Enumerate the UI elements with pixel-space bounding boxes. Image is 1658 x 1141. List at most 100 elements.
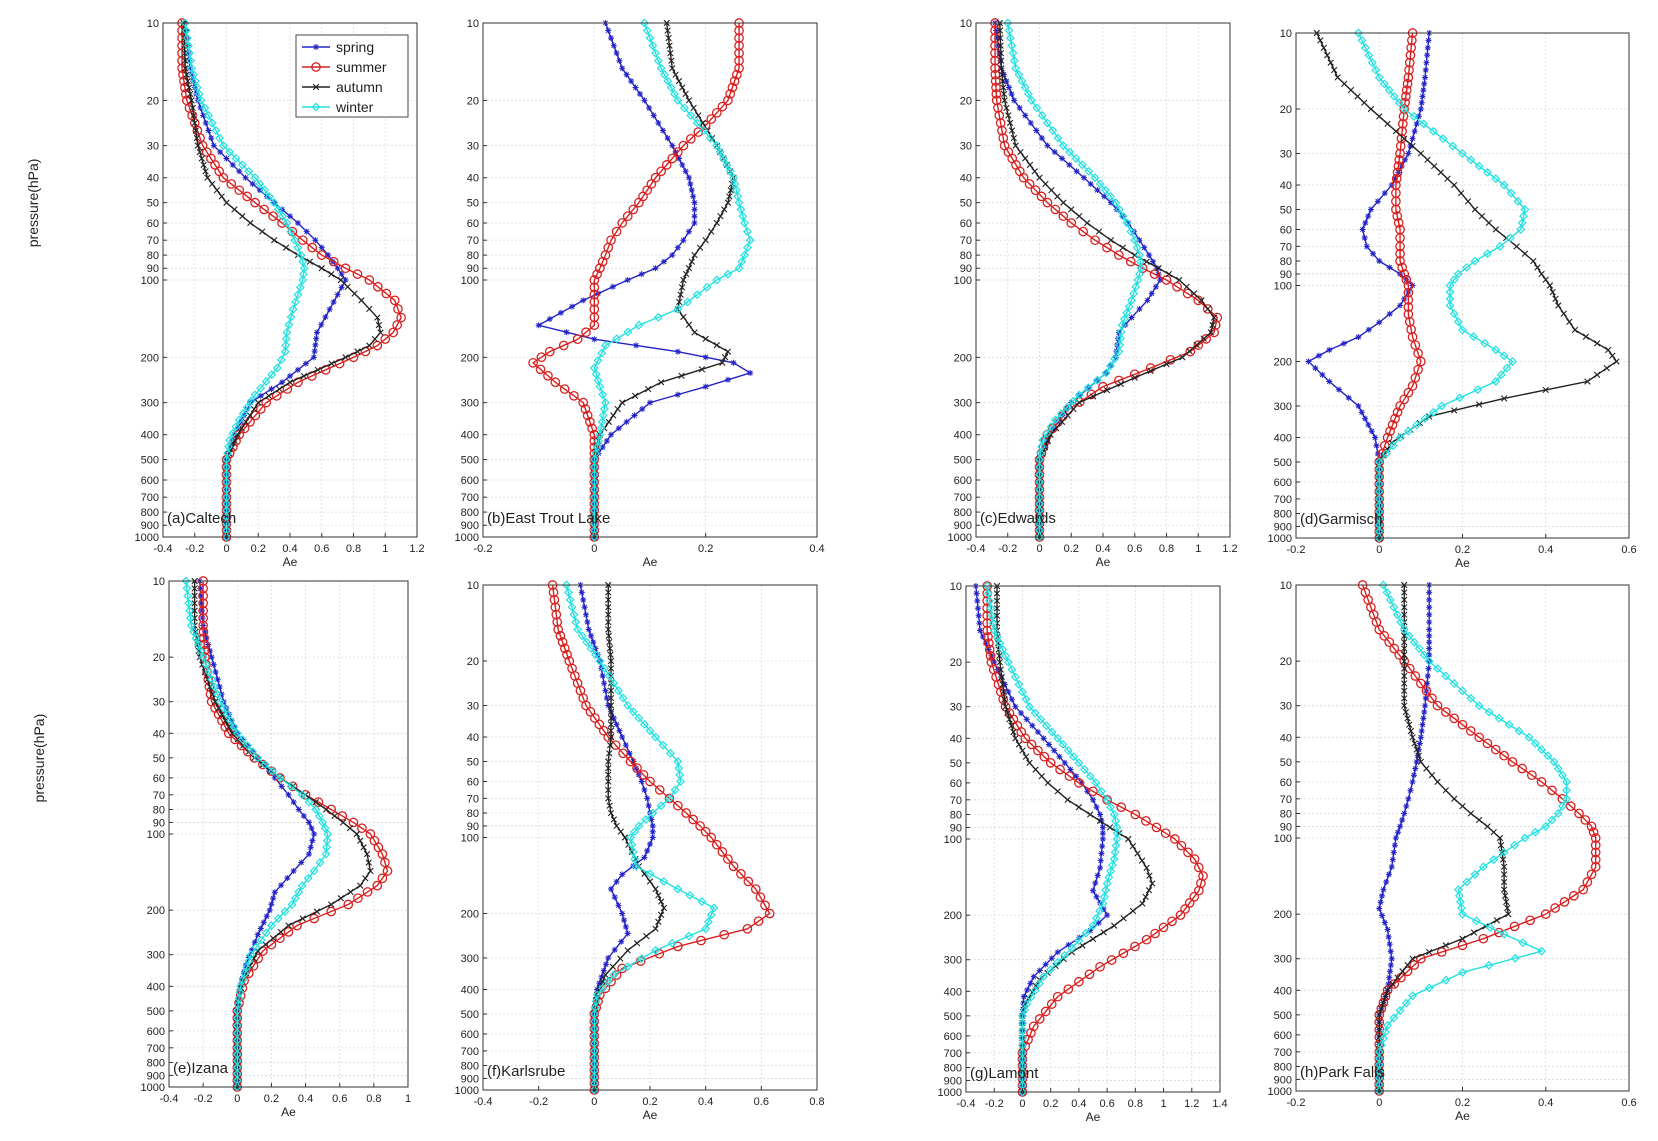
data-point-spring <box>622 923 629 930</box>
data-point-summer <box>1189 891 1200 902</box>
data-point-spring <box>1426 589 1433 596</box>
data-point-autumn <box>605 795 612 802</box>
data-point-spring <box>1101 193 1108 200</box>
data-point-spring <box>608 35 615 42</box>
data-point-spring <box>1365 213 1372 220</box>
data-point-winter <box>242 402 252 412</box>
data-point-autumn <box>209 180 216 188</box>
data-point-spring <box>342 277 349 283</box>
data-point-winter <box>1048 126 1058 135</box>
data-point-summer <box>1432 700 1443 711</box>
data-point-winter <box>623 962 633 972</box>
data-point-summer <box>597 256 608 267</box>
data-point-winter <box>742 227 752 237</box>
data-point-autumn <box>993 612 1001 619</box>
data-point-autumn <box>357 837 364 844</box>
data-point-autumn <box>262 941 269 948</box>
data-point-winter <box>663 76 673 86</box>
data-point-spring <box>334 265 341 272</box>
data-point-autumn <box>185 84 193 91</box>
data-point-spring <box>202 119 209 126</box>
data-point-spring <box>302 360 309 367</box>
data-point-autumn <box>657 911 665 919</box>
data-point-spring <box>1107 199 1114 206</box>
data-point-spring <box>1420 87 1427 94</box>
y-tick-label: 600 <box>461 475 479 487</box>
data-point-winter <box>623 701 633 710</box>
data-point-autumn <box>1401 589 1408 596</box>
data-point-summer <box>1401 91 1411 102</box>
data-point-summer <box>1184 898 1195 908</box>
data-point-autumn <box>314 366 321 374</box>
panel-label: (g)Lamont <box>970 1065 1039 1082</box>
data-point-summer <box>1403 280 1414 291</box>
data-point-spring <box>1095 919 1102 926</box>
data-point-winter <box>628 847 638 857</box>
data-point-spring <box>603 437 610 444</box>
data-point-winter <box>196 646 206 656</box>
data-point-winter <box>1495 241 1505 251</box>
data-point-autumn <box>276 385 283 393</box>
data-point-winter <box>268 766 278 776</box>
data-point-summer <box>995 118 1006 128</box>
y-tick-label: 100 <box>954 275 972 287</box>
data-point-summer <box>1457 940 1468 951</box>
data-point-spring <box>309 837 316 844</box>
data-point-autumn <box>300 372 308 380</box>
data-point-autumn <box>1538 270 1545 278</box>
data-point-winter <box>1025 702 1034 712</box>
data-point-summer <box>1379 631 1390 641</box>
y-tick-label: 70 <box>467 235 479 247</box>
data-point-spring <box>976 620 983 627</box>
data-point-autumn <box>1501 892 1509 899</box>
data-point-autumn <box>1054 788 1061 795</box>
data-point-autumn <box>993 605 1001 612</box>
data-point-autumn <box>299 915 306 922</box>
data-point-winter <box>1438 134 1448 144</box>
data-point-summer <box>1090 235 1100 246</box>
data-point-summer <box>198 591 208 601</box>
data-point-winter <box>1458 968 1467 977</box>
series-winter <box>589 18 755 542</box>
data-point-winter <box>598 390 608 400</box>
y-tick-label: 800 <box>461 507 479 519</box>
data-point-winter <box>232 728 242 738</box>
data-point-spring <box>1407 143 1414 150</box>
data-point-spring <box>1417 734 1424 741</box>
data-point-winter <box>1437 401 1447 411</box>
data-point-summer <box>234 185 245 196</box>
data-point-summer <box>559 384 570 394</box>
data-point-summer <box>628 204 639 215</box>
data-point-autumn <box>1058 418 1066 426</box>
y-tick-label: 100 <box>141 275 159 287</box>
data-point-spring <box>610 42 617 49</box>
data-point-autumn <box>685 97 693 104</box>
data-point-summer <box>199 639 210 650</box>
panels-root: 1020304050607080901002003004005006007008… <box>25 18 1637 1124</box>
data-point-autumn <box>1566 318 1573 325</box>
data-point-winter <box>1491 345 1501 355</box>
data-point-spring <box>208 135 215 142</box>
data-point-autumn <box>204 174 211 181</box>
data-point-summer <box>610 740 621 751</box>
data-point-winter <box>311 805 321 814</box>
data-point-summer <box>372 880 383 891</box>
data-point-autumn <box>1010 728 1017 736</box>
data-point-winter <box>256 935 266 945</box>
data-point-autumn <box>1012 142 1019 149</box>
data-point-spring <box>599 444 606 451</box>
data-point-summer <box>218 172 229 183</box>
data-point-winter <box>1489 855 1499 865</box>
data-point-winter <box>1428 126 1438 136</box>
data-point-spring <box>1001 681 1008 688</box>
data-point-winter <box>1097 786 1106 796</box>
data-point-winter <box>189 70 198 80</box>
x-tick-label: 0.8 <box>366 1093 381 1105</box>
data-point-spring <box>268 386 275 393</box>
series-line-autumn <box>1378 585 1510 1091</box>
data-point-autumn <box>1498 849 1506 856</box>
x-tick-label: 0.6 <box>314 543 329 555</box>
data-point-summer <box>1040 1006 1051 1017</box>
data-point-spring <box>1397 302 1404 309</box>
data-point-winter <box>218 141 228 151</box>
